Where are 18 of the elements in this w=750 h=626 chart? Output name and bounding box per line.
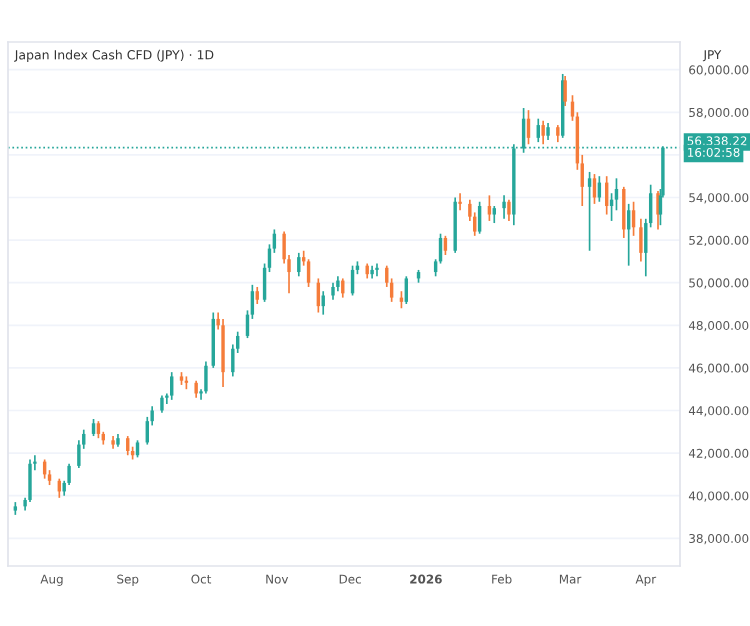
candlestick [306,258,311,288]
candlestick [622,186,626,239]
candlestick [404,275,409,305]
candlestick [502,194,506,220]
candlestick [458,192,462,212]
candlestick [487,194,492,222]
candlestick [297,252,301,278]
candlestick [204,360,208,395]
candlestick [541,119,545,146]
candlestick [477,200,482,235]
candlestick [170,371,174,401]
candlestick [639,217,643,263]
candlestick [587,171,592,252]
candlestick [321,290,325,316]
candlestick [507,198,511,222]
candlestick [375,262,379,278]
candlestick [221,318,225,388]
candlestick [28,458,32,503]
